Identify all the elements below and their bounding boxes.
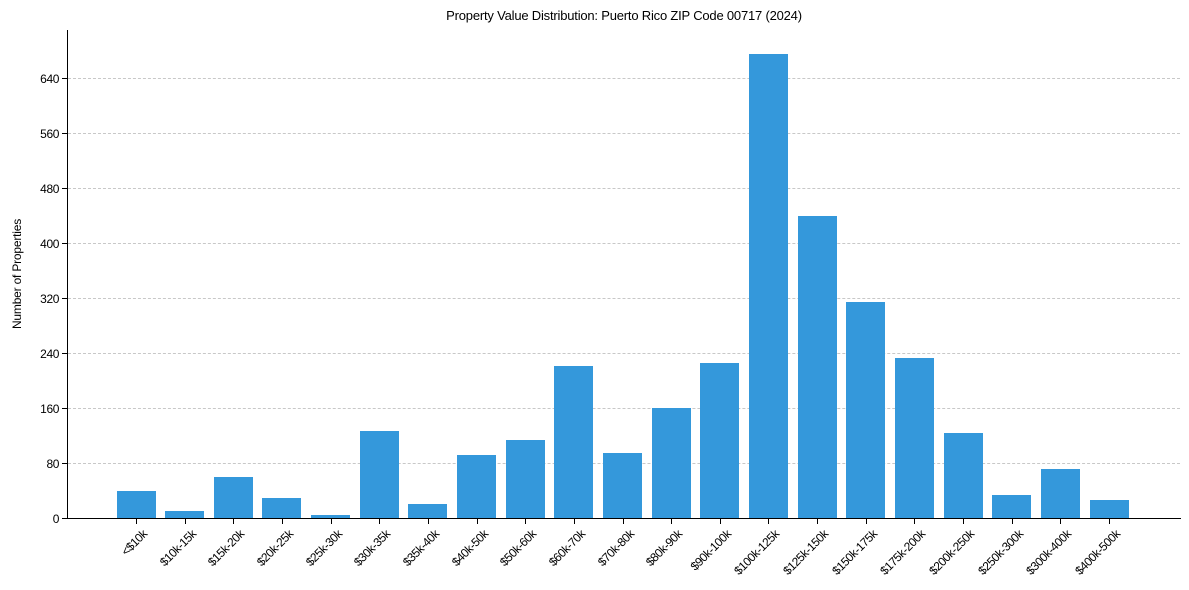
y-tick-label: 560 (40, 127, 59, 141)
y-tick-mark (62, 243, 67, 244)
y-tick-label: 80 (46, 457, 59, 471)
bar (554, 366, 594, 518)
y-tick-mark (62, 353, 67, 354)
bar (797, 216, 837, 518)
x-tick-label: $40k-50k (448, 527, 491, 569)
x-tick-label: $300k-400k (1023, 527, 1075, 578)
x-tick-label: $15k-20k (205, 527, 248, 569)
bar (894, 357, 934, 518)
x-tick-label: $35k-40k (399, 527, 442, 569)
bar (359, 430, 399, 518)
x-tick-mark (573, 519, 575, 524)
gridline (68, 353, 1180, 354)
bar (165, 511, 205, 518)
x-tick-mark (817, 519, 819, 524)
plot-area: 0 80 160 240 320 400 480 560 640 <$10k $10k-15k $1… (40, 30, 1181, 578)
x-tick-mark (865, 519, 867, 524)
gridline (68, 188, 1180, 189)
x-tick-mark (622, 519, 624, 524)
x-tick-mark (281, 519, 283, 524)
y-tick-mark (62, 463, 67, 464)
x-tick-mark (330, 519, 332, 524)
y-tick-label: 240 (40, 347, 59, 361)
bar (651, 408, 691, 518)
x-tick-label: $175k-200k (877, 527, 929, 578)
x-tick-label: $80k-90k (643, 527, 686, 569)
x-axis-line (67, 518, 1181, 519)
gridline (68, 78, 1180, 79)
x-tick-mark (427, 519, 429, 524)
x-tick-mark (379, 519, 381, 524)
x-tick-label: $125k-150k (780, 527, 831, 578)
bar (700, 363, 740, 518)
x-tick-label: $10k-15k (156, 527, 199, 569)
gridline (68, 243, 1180, 244)
x-tick-mark (1060, 519, 1062, 524)
x-tick-label: $200k-250k (926, 527, 977, 578)
x-tick-label: $60k-70k (545, 527, 588, 569)
x-tick-label: $100k-125k (731, 527, 783, 578)
x-tick-mark (963, 519, 965, 524)
y-tick-label: 400 (40, 237, 59, 251)
bar (748, 53, 788, 518)
y-tick-label: 320 (40, 292, 59, 306)
x-tick-label: $90k-100k (687, 527, 734, 574)
bar (603, 452, 642, 518)
bar (992, 495, 1032, 518)
y-tick-mark (62, 408, 67, 409)
y-tick-mark (62, 78, 67, 79)
x-tick-mark (476, 519, 478, 524)
y-tick-mark (62, 133, 67, 134)
gridline (68, 133, 1180, 134)
chart-title: Property Value Distribution: Puerto Rico… (446, 8, 802, 23)
bar (1089, 500, 1129, 518)
y-axis-label: Number of Properties (10, 218, 24, 330)
x-tick-mark (768, 519, 770, 524)
bar (943, 432, 983, 518)
y-tick-label: 480 (40, 182, 59, 196)
y-tick-label: 160 (40, 402, 59, 416)
x-tick-label: $400k-500k (1072, 527, 1123, 578)
x-tick-mark (1011, 519, 1013, 524)
x-tick-label: $50k-60k (497, 527, 540, 569)
bar (311, 515, 351, 518)
x-tick-label: $25k-30k (302, 527, 345, 569)
x-tick-label: $150k-175k (828, 527, 880, 578)
x-tick-mark (233, 519, 235, 524)
x-tick-mark (671, 519, 673, 524)
bar (1040, 469, 1080, 518)
x-tick-label: $250k-300k (974, 527, 1026, 578)
x-tick-mark (914, 519, 916, 524)
y-tick-mark (62, 188, 67, 189)
x-tick-mark (1109, 519, 1110, 524)
y-tick-label: 640 (40, 72, 59, 86)
x-tick-label: $70k-80k (594, 527, 637, 569)
x-tick-label: <$10k (118, 527, 150, 559)
x-tick-mark (719, 519, 721, 524)
x-tick-label: $30k-35k (351, 527, 394, 569)
bar (408, 504, 448, 518)
x-tick-label: $20k-25k (253, 527, 296, 569)
bar (116, 491, 156, 518)
bar (505, 440, 545, 518)
gridline (68, 408, 1180, 409)
x-tick-mark (136, 519, 137, 524)
x-tick-mark (525, 519, 527, 524)
y-axis-line (67, 30, 68, 519)
bar (262, 498, 302, 518)
bar (213, 476, 253, 518)
bar (846, 302, 886, 518)
y-tick-label: 0 (52, 512, 60, 526)
gridline (68, 298, 1180, 299)
y-tick-mark (62, 298, 67, 299)
bar (457, 454, 497, 518)
y-tick-mark (62, 518, 67, 519)
x-tick-mark (184, 519, 186, 524)
